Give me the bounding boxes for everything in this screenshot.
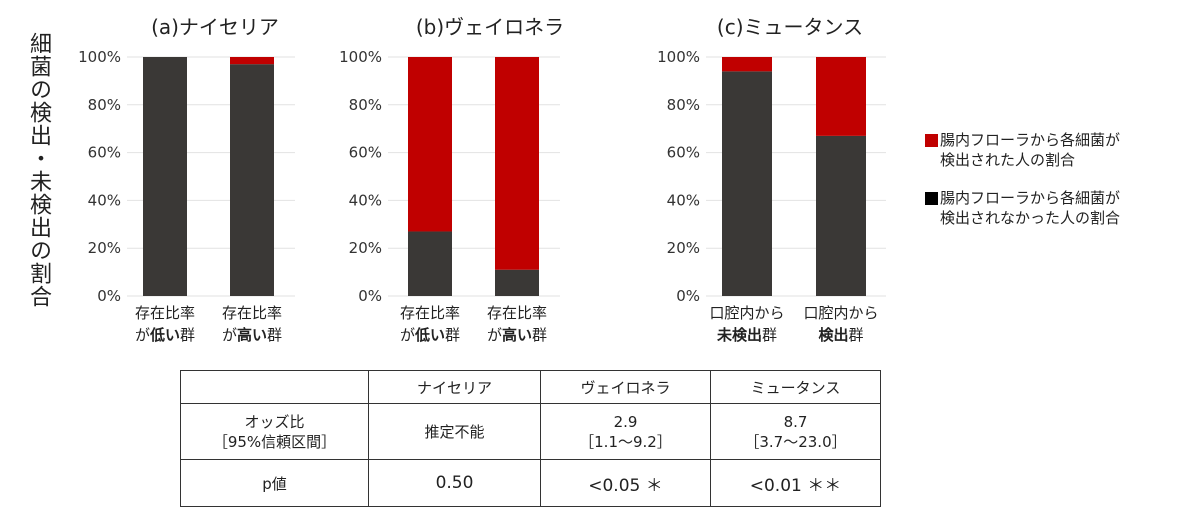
x-tick-label: 未検出群 — [716, 326, 777, 344]
odds-ratio-table: ナイセリア ヴェイロネラ ミュータンス オッズ比 ［95%信頼区間］ 推定不能 2… — [180, 370, 881, 507]
y-tick-label: 60% — [88, 144, 121, 162]
table-row-odds: オッズ比 ［95%信頼区間］ 推定不能 2.9 ［1.1～9.2］ 8.7 ［3.7～… — [180, 403, 881, 460]
y-tick-label: 100% — [339, 48, 382, 66]
legend-label: 腸内フローラから各細菌が — [940, 131, 1121, 149]
y-tick-label: 0% — [97, 287, 121, 305]
table-cell: オッズ比 ［95%信頼区間］ — [180, 403, 369, 460]
x-tick-label: 存在比率 — [222, 304, 282, 322]
x-tick-label: 検出群 — [818, 326, 863, 344]
bar-segment-not-detected — [495, 269, 539, 296]
x-tick-label: 存在比率 — [487, 304, 547, 322]
legend: 腸内フローラから各細菌が 検出された人の割合 腸内フローラから各細菌が 検出されなか… — [925, 130, 1120, 246]
legend-swatch-red — [925, 134, 938, 147]
y-tick-label: 80% — [88, 96, 121, 114]
table-cell: <0.01 ＊＊ — [710, 459, 881, 507]
table-cell: <0.05 ＊ — [540, 459, 711, 507]
table-header: ヴェイロネラ — [540, 370, 711, 404]
table-header-row: ナイセリア ヴェイロネラ ミュータンス — [180, 370, 881, 404]
chart-title: (c)ミュータンス — [717, 15, 863, 39]
y-tick-label: 80% — [667, 96, 700, 114]
table-cell: 8.7 ［3.7～23.0］ — [710, 403, 881, 460]
x-tick-label: が低い群 — [400, 326, 460, 344]
table-row-p-value: p値 0.50 <0.05 ＊ <0.01 ＊＊ — [180, 459, 881, 507]
legend-label: 腸内フローラから各細菌が — [940, 189, 1121, 207]
bar-segment-not-detected — [230, 64, 274, 296]
chart-title: (a)ナイセリア — [151, 15, 279, 39]
bar-segment-not-detected — [143, 57, 187, 296]
legend-item-not-detected: 腸内フローラから各細菌が 検出されなかった人の割合 — [925, 188, 1120, 228]
chart-title: (b)ヴェイロネラ — [416, 15, 564, 39]
x-tick-label: が高い群 — [222, 326, 282, 344]
bar-segment-detected — [230, 57, 274, 65]
y-tick-label: 20% — [88, 239, 121, 257]
table-cell: 0.50 — [368, 459, 541, 507]
table-cell: 2.9 ［1.1～9.2］ — [540, 403, 711, 460]
y-tick-label: 80% — [349, 96, 382, 114]
y-tick-label: 100% — [657, 48, 700, 66]
bar-segment-not-detected — [816, 135, 866, 296]
y-tick-label: 60% — [667, 144, 700, 162]
table-cell: 推定不能 — [368, 403, 541, 460]
x-tick-label: が低い群 — [135, 326, 195, 344]
bar-segment-detected — [816, 57, 866, 136]
x-tick-label: が高い群 — [487, 326, 547, 344]
y-tick-label: 60% — [349, 144, 382, 162]
y-tick-label: 20% — [667, 239, 700, 257]
legend-swatch-black — [925, 192, 938, 205]
bar-segment-detected — [408, 57, 452, 232]
legend-label: 検出されなかった人の割合 — [940, 209, 1121, 227]
bar-segment-detected — [495, 57, 539, 270]
x-tick-label: 存在比率 — [135, 304, 195, 322]
x-tick-label: 口腔内から — [709, 304, 784, 322]
y-tick-label: 40% — [667, 191, 700, 209]
table-header: ナイセリア — [368, 370, 541, 404]
table-header — [180, 370, 369, 404]
bar-segment-not-detected — [408, 231, 452, 296]
table-cell: p値 — [180, 459, 369, 507]
y-tick-label: 40% — [88, 191, 121, 209]
x-tick-label: 口腔内から — [803, 304, 878, 322]
bar-segment-not-detected — [722, 71, 772, 296]
y-tick-label: 0% — [358, 287, 382, 305]
legend-label: 検出された人の割合 — [940, 151, 1076, 169]
y-tick-label: 40% — [349, 191, 382, 209]
x-tick-label: 存在比率 — [400, 304, 460, 322]
y-tick-label: 20% — [349, 239, 382, 257]
y-tick-label: 0% — [676, 287, 700, 305]
bar-segment-detected — [722, 57, 772, 72]
legend-item-detected: 腸内フローラから各細菌が 検出された人の割合 — [925, 130, 1120, 170]
y-tick-label: 100% — [78, 48, 121, 66]
table-header: ミュータンス — [710, 370, 881, 404]
y-axis-label: 細菌の検出・未検出の割合 — [26, 32, 51, 308]
